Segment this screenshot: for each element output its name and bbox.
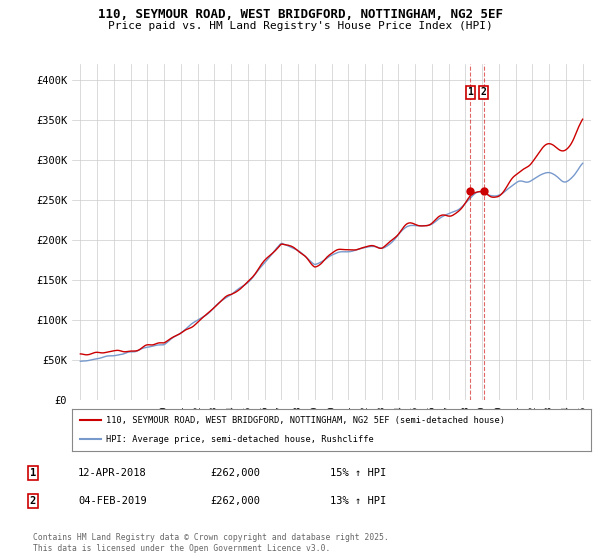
Text: Contains HM Land Registry data © Crown copyright and database right 2025.
This d: Contains HM Land Registry data © Crown c… (33, 533, 389, 553)
Text: 04-FEB-2019: 04-FEB-2019 (78, 496, 147, 506)
Text: £262,000: £262,000 (210, 496, 260, 506)
Text: 1: 1 (30, 468, 36, 478)
Text: 15% ↑ HPI: 15% ↑ HPI (330, 468, 386, 478)
Text: 13% ↑ HPI: 13% ↑ HPI (330, 496, 386, 506)
Text: £262,000: £262,000 (210, 468, 260, 478)
Text: 2: 2 (30, 496, 36, 506)
Text: 12-APR-2018: 12-APR-2018 (78, 468, 147, 478)
Text: Price paid vs. HM Land Registry's House Price Index (HPI): Price paid vs. HM Land Registry's House … (107, 21, 493, 31)
Text: 110, SEYMOUR ROAD, WEST BRIDGFORD, NOTTINGHAM, NG2 5EF (semi-detached house): 110, SEYMOUR ROAD, WEST BRIDGFORD, NOTTI… (106, 416, 505, 424)
Text: HPI: Average price, semi-detached house, Rushcliffe: HPI: Average price, semi-detached house,… (106, 435, 373, 444)
Text: 110, SEYMOUR ROAD, WEST BRIDGFORD, NOTTINGHAM, NG2 5EF: 110, SEYMOUR ROAD, WEST BRIDGFORD, NOTTI… (97, 8, 503, 21)
Text: 2: 2 (481, 87, 487, 97)
Text: 1: 1 (467, 87, 473, 97)
